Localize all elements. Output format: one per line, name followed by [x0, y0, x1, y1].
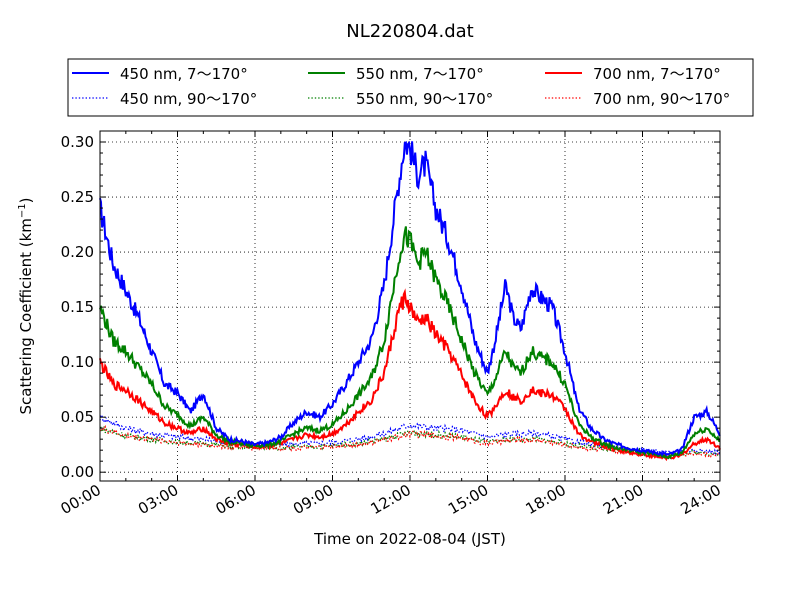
chart-title: NL220804.dat	[346, 21, 473, 42]
y-axis-label-main: Scattering Coefficient (km	[17, 218, 35, 414]
y-tick-label: 0.15	[61, 298, 94, 316]
ticks	[99, 131, 721, 481]
x-tick-labels: 00:00 03:00 06:00 09:00 12:00 15:00 18:00 21:00…	[58, 481, 724, 518]
y-tick-label: 0.20	[61, 243, 94, 261]
y-tick-label: 0.10	[61, 353, 94, 371]
x-tick-label: 15:00	[445, 481, 491, 518]
legend-label: 550 nm, 90～170°	[356, 90, 493, 108]
series-line	[99, 140, 721, 457]
x-tick-label: 06:00	[213, 481, 259, 518]
legend-label: 700 nm, 7～170°	[593, 65, 721, 83]
x-tick-label: 09:00	[290, 481, 336, 518]
series-layer	[99, 140, 721, 462]
legend-label: 550 nm, 7～170°	[356, 65, 484, 83]
x-tick-label: 03:00	[135, 481, 181, 518]
legend-box	[67, 58, 754, 117]
legend-label: 450 nm, 90～170°	[120, 90, 257, 108]
grid	[100, 131, 720, 481]
y-axis-label-superscript: −1	[17, 203, 28, 218]
y-tick-label: 0.30	[61, 133, 94, 151]
x-tick-label: 24:00	[678, 481, 724, 518]
y-tick-label: 0.05	[61, 408, 94, 426]
x-tick-label: 18:00	[523, 481, 569, 518]
x-tick-label: 00:00	[58, 481, 104, 518]
legend: 450 nm, 7～170° 450 nm, 90～170° 550 nm, 7～1…	[67, 58, 754, 117]
y-tick-labels: 0.00 0.05 0.10 0.15 0.20 0.25 0.30	[61, 133, 94, 481]
series-line	[99, 226, 721, 460]
legend-label: 450 nm, 7～170°	[120, 65, 248, 83]
y-axis-label-end: )	[17, 197, 35, 203]
y-tick-label: 0.25	[61, 188, 94, 206]
y-axis-label: Scattering Coefficient (km−1)	[17, 197, 35, 414]
y-tick-label: 0.00	[61, 463, 94, 481]
x-axis-label: Time on 2022-08-04 (JST)	[313, 530, 506, 548]
x-tick-label: 21:00	[600, 481, 646, 518]
x-tick-label: 12:00	[368, 481, 414, 518]
legend-label: 700 nm, 90～170°	[593, 90, 730, 108]
